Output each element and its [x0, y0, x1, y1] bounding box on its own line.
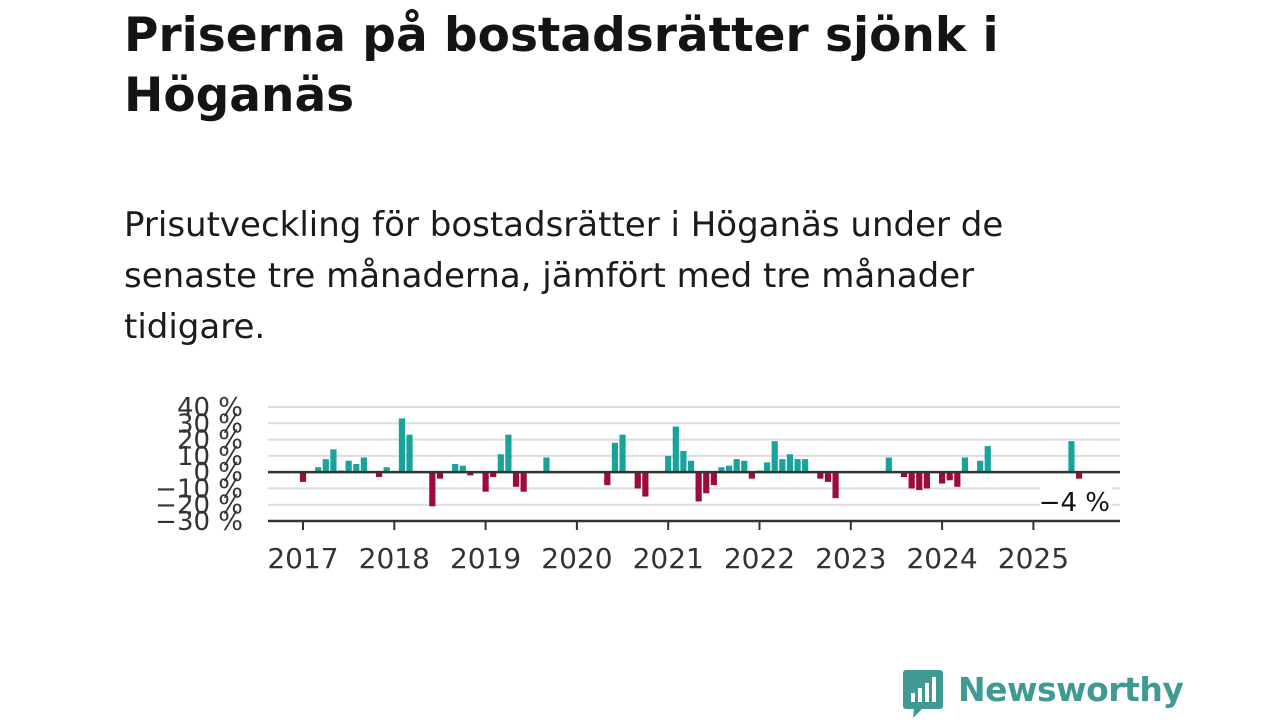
bar — [642, 472, 649, 497]
bar — [520, 472, 527, 492]
bar — [764, 462, 771, 473]
y-tick-label: 10 % — [177, 442, 243, 472]
bar — [330, 449, 337, 473]
y-tick-label: −10 % — [155, 474, 243, 504]
bar — [672, 426, 679, 473]
bar — [604, 472, 611, 486]
bar — [322, 459, 329, 473]
y-tick-label: 20 % — [177, 426, 243, 456]
bar — [634, 472, 641, 489]
x-tick-label: 2022 — [724, 542, 795, 575]
x-tick-label: 2018 — [359, 542, 430, 575]
newsworthy-logo-icon — [903, 670, 943, 718]
bar — [512, 472, 520, 487]
x-tick-label: 2020 — [541, 542, 612, 575]
last-value-label: −4 % — [1039, 488, 1110, 518]
bar-chart: 40 %30 %20 %10 %0 %−10 %−20 %−30 % 2017 2… — [155, 393, 1120, 575]
bar — [900, 472, 908, 478]
bar — [733, 459, 740, 473]
bar — [611, 442, 619, 473]
bar — [946, 472, 953, 481]
y-tick-label: 30 % — [177, 409, 243, 439]
bar — [779, 459, 786, 473]
bar — [725, 465, 733, 473]
bar — [1075, 472, 1083, 479]
bar — [398, 418, 406, 473]
bar — [680, 450, 687, 473]
y-tick-label: −20 % — [155, 491, 243, 521]
bar — [665, 455, 672, 473]
bar — [543, 457, 550, 473]
bar — [817, 472, 824, 479]
bar — [490, 472, 497, 478]
x-tick-label: 2023 — [815, 542, 886, 575]
bar — [315, 467, 322, 473]
bar — [794, 459, 801, 473]
bar — [429, 472, 436, 507]
bar — [984, 446, 991, 473]
bars — [299, 418, 1083, 507]
bar — [1068, 441, 1075, 473]
bar — [977, 460, 984, 473]
chart-subtitle: Prisutveckling för bostadsrätter i Högan… — [124, 205, 1004, 347]
bar — [383, 467, 390, 473]
x-tick-label: 2021 — [633, 542, 704, 575]
bar — [406, 434, 413, 473]
bar — [939, 472, 946, 484]
x-tick-label: 2017 — [267, 542, 338, 575]
bar — [436, 472, 444, 479]
bar — [748, 472, 755, 479]
bar — [824, 472, 832, 482]
bar — [741, 460, 748, 473]
x-tick-label: 2025 — [998, 542, 1069, 575]
x-tick-label: 2024 — [906, 542, 977, 575]
y-tick-label: 0 % — [193, 458, 243, 488]
y-axis-ticks: 40 %30 %20 %10 %0 %−10 %−20 %−30 % — [155, 393, 243, 537]
y-tick-label: −30 % — [155, 507, 243, 537]
bar — [923, 472, 930, 489]
bar — [802, 459, 809, 473]
bar — [916, 472, 923, 491]
bar — [353, 464, 360, 473]
bar — [452, 464, 459, 473]
bar — [703, 472, 710, 494]
bar — [786, 454, 794, 473]
bar — [718, 467, 725, 473]
last-value-label-bg — [1040, 486, 1112, 516]
brand-name: Newsworthy — [958, 670, 1184, 709]
bar — [695, 472, 702, 502]
bar — [771, 441, 778, 473]
chart-title: Priserna på bostadsrätter sjönk i Höganä… — [124, 8, 999, 123]
x-tick-label: 2019 — [450, 542, 521, 575]
bar — [375, 472, 383, 478]
bar — [961, 457, 969, 473]
bar — [345, 460, 352, 473]
bar — [908, 472, 915, 489]
axes — [268, 470, 1120, 523]
bar — [299, 472, 307, 482]
bar — [467, 472, 474, 476]
bar — [619, 434, 626, 473]
bar — [459, 465, 466, 473]
x-axis-ticks: 2017 2018 2019 2020 2021 2022 2023 2024 2025 — [267, 521, 1069, 575]
newsworthy-brand: Newsworthy — [902, 668, 1184, 720]
bar — [885, 457, 892, 473]
bar — [482, 472, 489, 492]
bar — [710, 472, 717, 486]
annotations: −4 % — [1039, 486, 1112, 518]
bar — [687, 460, 695, 473]
bar — [505, 434, 512, 473]
bar — [832, 472, 839, 499]
bar — [360, 457, 367, 473]
y-tick-label: 40 % — [177, 393, 243, 423]
bar — [954, 472, 961, 487]
bar — [497, 454, 504, 473]
